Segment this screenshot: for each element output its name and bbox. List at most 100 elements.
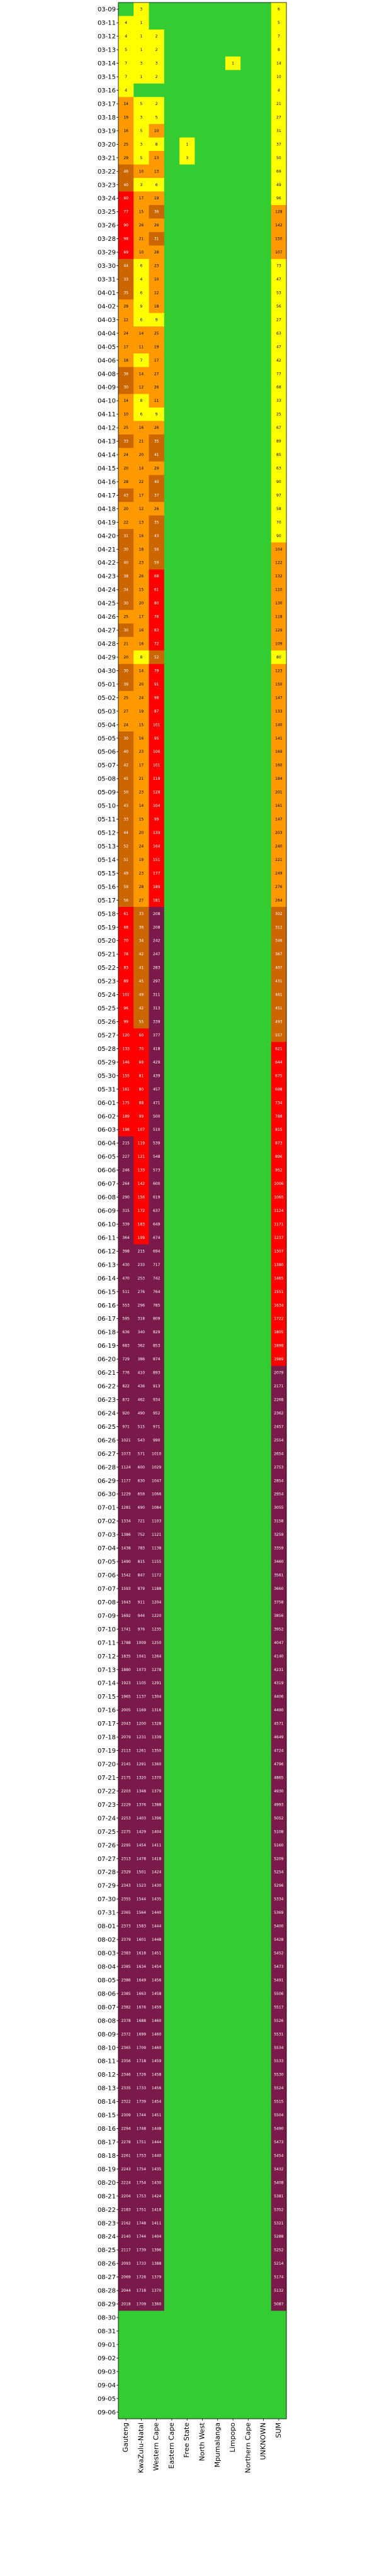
heatmap-cell bbox=[210, 461, 226, 475]
row-tick-label: 06-27 bbox=[98, 1451, 116, 1458]
heatmap-cell bbox=[240, 515, 256, 530]
heatmap-cell bbox=[210, 1906, 226, 1920]
row-tick-label: 08-26 bbox=[98, 2261, 116, 2268]
heatmap-cell bbox=[271, 2175, 287, 2190]
heatmap-cell bbox=[225, 1703, 241, 1718]
heatmap-cell bbox=[133, 2284, 149, 2298]
heatmap-cell bbox=[164, 947, 180, 962]
heatmap-cell bbox=[149, 1528, 165, 1542]
heatmap-cell bbox=[179, 515, 195, 530]
heatmap-cell bbox=[164, 677, 180, 691]
heatmap-cell bbox=[225, 1433, 241, 1447]
heatmap-cell bbox=[271, 2014, 287, 2028]
row-tick-label: 03-22 bbox=[98, 169, 116, 175]
heatmap-cell bbox=[225, 1797, 241, 1812]
row-tick-label: 06-13 bbox=[98, 1262, 116, 1269]
heatmap-cell bbox=[133, 2041, 149, 2055]
heatmap-cell bbox=[133, 2365, 149, 2379]
heatmap-cell bbox=[179, 704, 195, 718]
heatmap-cell bbox=[164, 2121, 180, 2136]
heatmap-cell bbox=[149, 3, 165, 16]
heatmap-cell bbox=[225, 893, 241, 908]
heatmap-cell bbox=[210, 1392, 226, 1407]
heatmap-cell bbox=[271, 974, 287, 989]
heatmap-cell-label: 2457 bbox=[274, 1424, 283, 1429]
heatmap-cell bbox=[194, 1784, 210, 1798]
heatmap-cell bbox=[179, 1865, 195, 1879]
heatmap-cell-label: 1264 bbox=[152, 1654, 161, 1658]
heatmap-cell bbox=[271, 987, 287, 1002]
heatmap-cell bbox=[118, 2000, 134, 2014]
heatmap-cell bbox=[240, 1879, 256, 1893]
heatmap-cell-label: 783 bbox=[138, 1546, 145, 1551]
column-tick-label: Eastern Cape bbox=[167, 2423, 176, 2469]
heatmap-cell bbox=[118, 1716, 134, 1731]
heatmap-cell bbox=[271, 1743, 287, 1758]
heatmap-cell bbox=[164, 758, 180, 772]
heatmap-cell bbox=[225, 164, 241, 179]
heatmap-cell bbox=[164, 1730, 180, 1745]
heatmap-cell bbox=[240, 2189, 256, 2203]
heatmap-cell bbox=[133, 2202, 149, 2217]
heatmap-cell-label: 10 bbox=[123, 413, 128, 417]
heatmap-cell bbox=[194, 1649, 210, 1663]
heatmap-cell bbox=[256, 2351, 272, 2365]
heatmap-cell bbox=[118, 1338, 134, 1353]
heatmap-cell bbox=[210, 2216, 226, 2230]
heatmap-cell bbox=[210, 2202, 226, 2217]
heatmap-cell bbox=[256, 1014, 272, 1029]
heatmap-cell bbox=[240, 1716, 256, 1731]
heatmap-cell bbox=[256, 1514, 272, 1528]
heatmap-cell-label: 13 bbox=[154, 169, 159, 174]
heatmap-cell bbox=[210, 569, 226, 584]
heatmap-cell bbox=[256, 2041, 272, 2055]
heatmap-cell bbox=[225, 2338, 241, 2351]
heatmap-cell bbox=[210, 1028, 226, 1042]
heatmap-cell-label: 364 bbox=[122, 1236, 130, 1240]
heatmap-cell bbox=[256, 677, 272, 691]
heatmap-cell bbox=[133, 1109, 149, 1123]
heatmap-cell bbox=[149, 1797, 165, 1812]
heatmap-cell-label: 49 bbox=[123, 871, 128, 875]
heatmap-cell-label: 242 bbox=[153, 939, 161, 943]
heatmap-cell bbox=[256, 1757, 272, 1772]
heatmap-cell-label: 1965 bbox=[121, 1695, 130, 1699]
heatmap-cell-label: 1066 bbox=[152, 1492, 161, 1497]
heatmap-cell bbox=[240, 907, 256, 921]
heatmap-cell bbox=[149, 1919, 165, 1933]
column-tick-label: Free State bbox=[183, 2423, 191, 2458]
heatmap-cell bbox=[179, 1069, 195, 1083]
heatmap-cell-label: 24 bbox=[123, 331, 128, 336]
heatmap-cell-label: 15 bbox=[139, 818, 144, 822]
heatmap-cell bbox=[194, 2027, 210, 2041]
heatmap-cell bbox=[256, 1190, 272, 1204]
heatmap-cell bbox=[256, 987, 272, 1002]
heatmap-cell bbox=[118, 1865, 134, 1879]
heatmap-cell bbox=[225, 1770, 241, 1785]
heatmap-cell-label: 189 bbox=[122, 1114, 130, 1119]
heatmap-cell bbox=[210, 1311, 226, 1326]
row-tick-label: 04-03 bbox=[98, 317, 116, 324]
row-tick-label: 04-19 bbox=[98, 519, 116, 526]
heatmap-cell bbox=[149, 1960, 165, 1974]
heatmap-cell-label: 2229 bbox=[121, 1802, 130, 1807]
heatmap-cell bbox=[118, 83, 134, 97]
heatmap-cell bbox=[256, 1811, 272, 1825]
heatmap-cell-label: 2309 bbox=[121, 2113, 130, 2118]
heatmap-cell bbox=[240, 1109, 256, 1123]
heatmap-cell bbox=[210, 677, 226, 691]
heatmap-cell-label: 451 bbox=[275, 1006, 283, 1011]
heatmap-cell bbox=[149, 83, 165, 97]
heatmap-cell bbox=[118, 137, 134, 152]
heatmap-cell bbox=[149, 1811, 165, 1825]
heatmap-cell bbox=[240, 772, 256, 786]
heatmap-cell-label: 1396 bbox=[152, 1816, 161, 1821]
heatmap-cell bbox=[149, 191, 165, 206]
heatmap-cell bbox=[133, 758, 149, 772]
heatmap-cell bbox=[225, 70, 241, 84]
heatmap-cell-label: 98 bbox=[123, 237, 128, 242]
row-tick-label: 04-15 bbox=[98, 465, 116, 472]
heatmap-cell bbox=[164, 1055, 180, 1069]
heatmap-cell bbox=[133, 1177, 149, 1191]
heatmap-cell bbox=[164, 1446, 180, 1461]
